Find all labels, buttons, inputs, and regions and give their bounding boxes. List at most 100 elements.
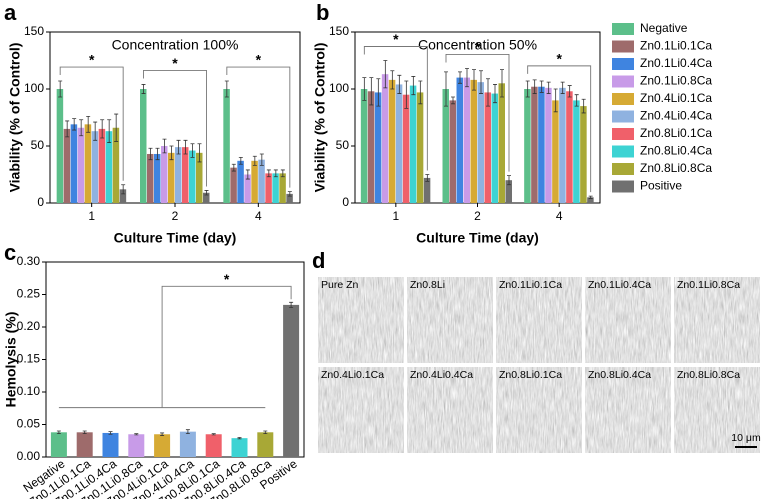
y-tick-label: 50 (336, 138, 350, 152)
error-bar (72, 118, 77, 131)
y-tick-label: 0.25 (17, 287, 41, 301)
bar (416, 92, 424, 203)
bar (498, 83, 505, 203)
y-tick-label: 0.20 (17, 319, 41, 333)
error-bar (211, 433, 216, 436)
bar (76, 432, 93, 457)
bar (477, 82, 484, 203)
significance-bracket (143, 69, 207, 187)
error-bar (79, 119, 84, 137)
significance-label: * (556, 51, 562, 67)
error-bar (369, 77, 374, 106)
x-axis-label: Culture Time (day) (416, 230, 539, 246)
bar (552, 100, 559, 203)
error-bar (190, 143, 195, 158)
significance-bracket (161, 285, 292, 408)
bar (491, 93, 498, 203)
bar (484, 92, 491, 203)
bar (265, 173, 272, 203)
micrograph (496, 367, 582, 453)
error-bar (65, 120, 70, 138)
y-tick-label: 50 (31, 138, 45, 152)
bar (524, 89, 531, 203)
significance-bracket (59, 66, 124, 181)
error-bar (259, 153, 264, 166)
bar (456, 77, 463, 203)
y-tick-label: 0 (342, 195, 349, 209)
error-bar (574, 94, 579, 107)
error-bar (252, 155, 257, 166)
error-bar (93, 121, 98, 141)
error-bar (273, 169, 278, 178)
legend-swatch (612, 110, 634, 123)
error-bar (169, 145, 174, 161)
bar (223, 89, 230, 203)
y-tick-label: 150 (24, 24, 44, 38)
error-bar (451, 96, 455, 105)
legend-label: Zn0.8Li0.8Ca (640, 161, 712, 175)
y-tick-label: 0.30 (17, 254, 41, 268)
micrograph-label: Zn0.8Li0.1Ca (499, 369, 562, 381)
error-bar (362, 77, 367, 101)
error-bar (185, 429, 190, 434)
bar (244, 174, 251, 203)
y-axis-label: Viability (% of Control) (312, 43, 328, 193)
bar (102, 432, 119, 457)
legend-label: Positive (640, 179, 682, 193)
bar (50, 432, 67, 457)
bar (573, 100, 580, 203)
bar (154, 153, 161, 203)
bar (105, 131, 113, 203)
y-tick-label: 0.00 (17, 449, 41, 463)
bar (98, 128, 106, 203)
micrograph-label: Zn0.4Li0.1Ca (321, 369, 384, 381)
bar (470, 79, 477, 203)
bar (179, 431, 196, 457)
micrograph-label: Zn0.8Li0.4Ca (588, 369, 651, 381)
error-bar (458, 71, 462, 84)
error-bar (224, 80, 229, 98)
panel-label: d (312, 248, 325, 273)
error-bar (560, 81, 565, 94)
bar (128, 434, 145, 457)
error-bar (197, 143, 202, 163)
error-bar (479, 70, 483, 94)
chart-title: Concentration 100% (112, 37, 239, 53)
legend-swatch (612, 128, 634, 140)
error-bar (121, 184, 126, 195)
bar (168, 152, 175, 203)
error-bar (411, 76, 416, 96)
error-bar (148, 147, 153, 161)
bar (154, 434, 171, 457)
significance-label: * (256, 52, 262, 68)
micrograph (674, 277, 760, 363)
micrograph (585, 277, 671, 363)
plot-frame (45, 261, 305, 458)
error-bar (507, 175, 511, 186)
bar (189, 150, 196, 203)
bar (463, 77, 470, 203)
error-bar (553, 88, 558, 113)
significance-label: * (224, 271, 230, 287)
bar (205, 434, 222, 457)
legend-label: Negative (640, 21, 688, 35)
error-bar (263, 430, 268, 434)
y-tick-label: 0.10 (17, 384, 41, 398)
error-bar (231, 163, 236, 172)
error-bar (289, 301, 294, 308)
significance-label: * (393, 31, 399, 47)
x-tick-label: 1 (392, 209, 399, 223)
bar (84, 124, 92, 203)
bar (231, 438, 248, 457)
x-tick-label: 2 (172, 209, 179, 223)
bar (161, 146, 168, 203)
error-bar (567, 85, 572, 98)
error-bar (493, 84, 497, 104)
micrograph-label: Zn0.8Li (410, 279, 445, 291)
error-bar (525, 80, 530, 98)
error-bar (280, 169, 285, 178)
bar (283, 304, 300, 457)
error-bar (376, 78, 381, 107)
error-bar (141, 84, 146, 94)
legend-label: Zn0.1Li0.8Ca (640, 74, 712, 88)
